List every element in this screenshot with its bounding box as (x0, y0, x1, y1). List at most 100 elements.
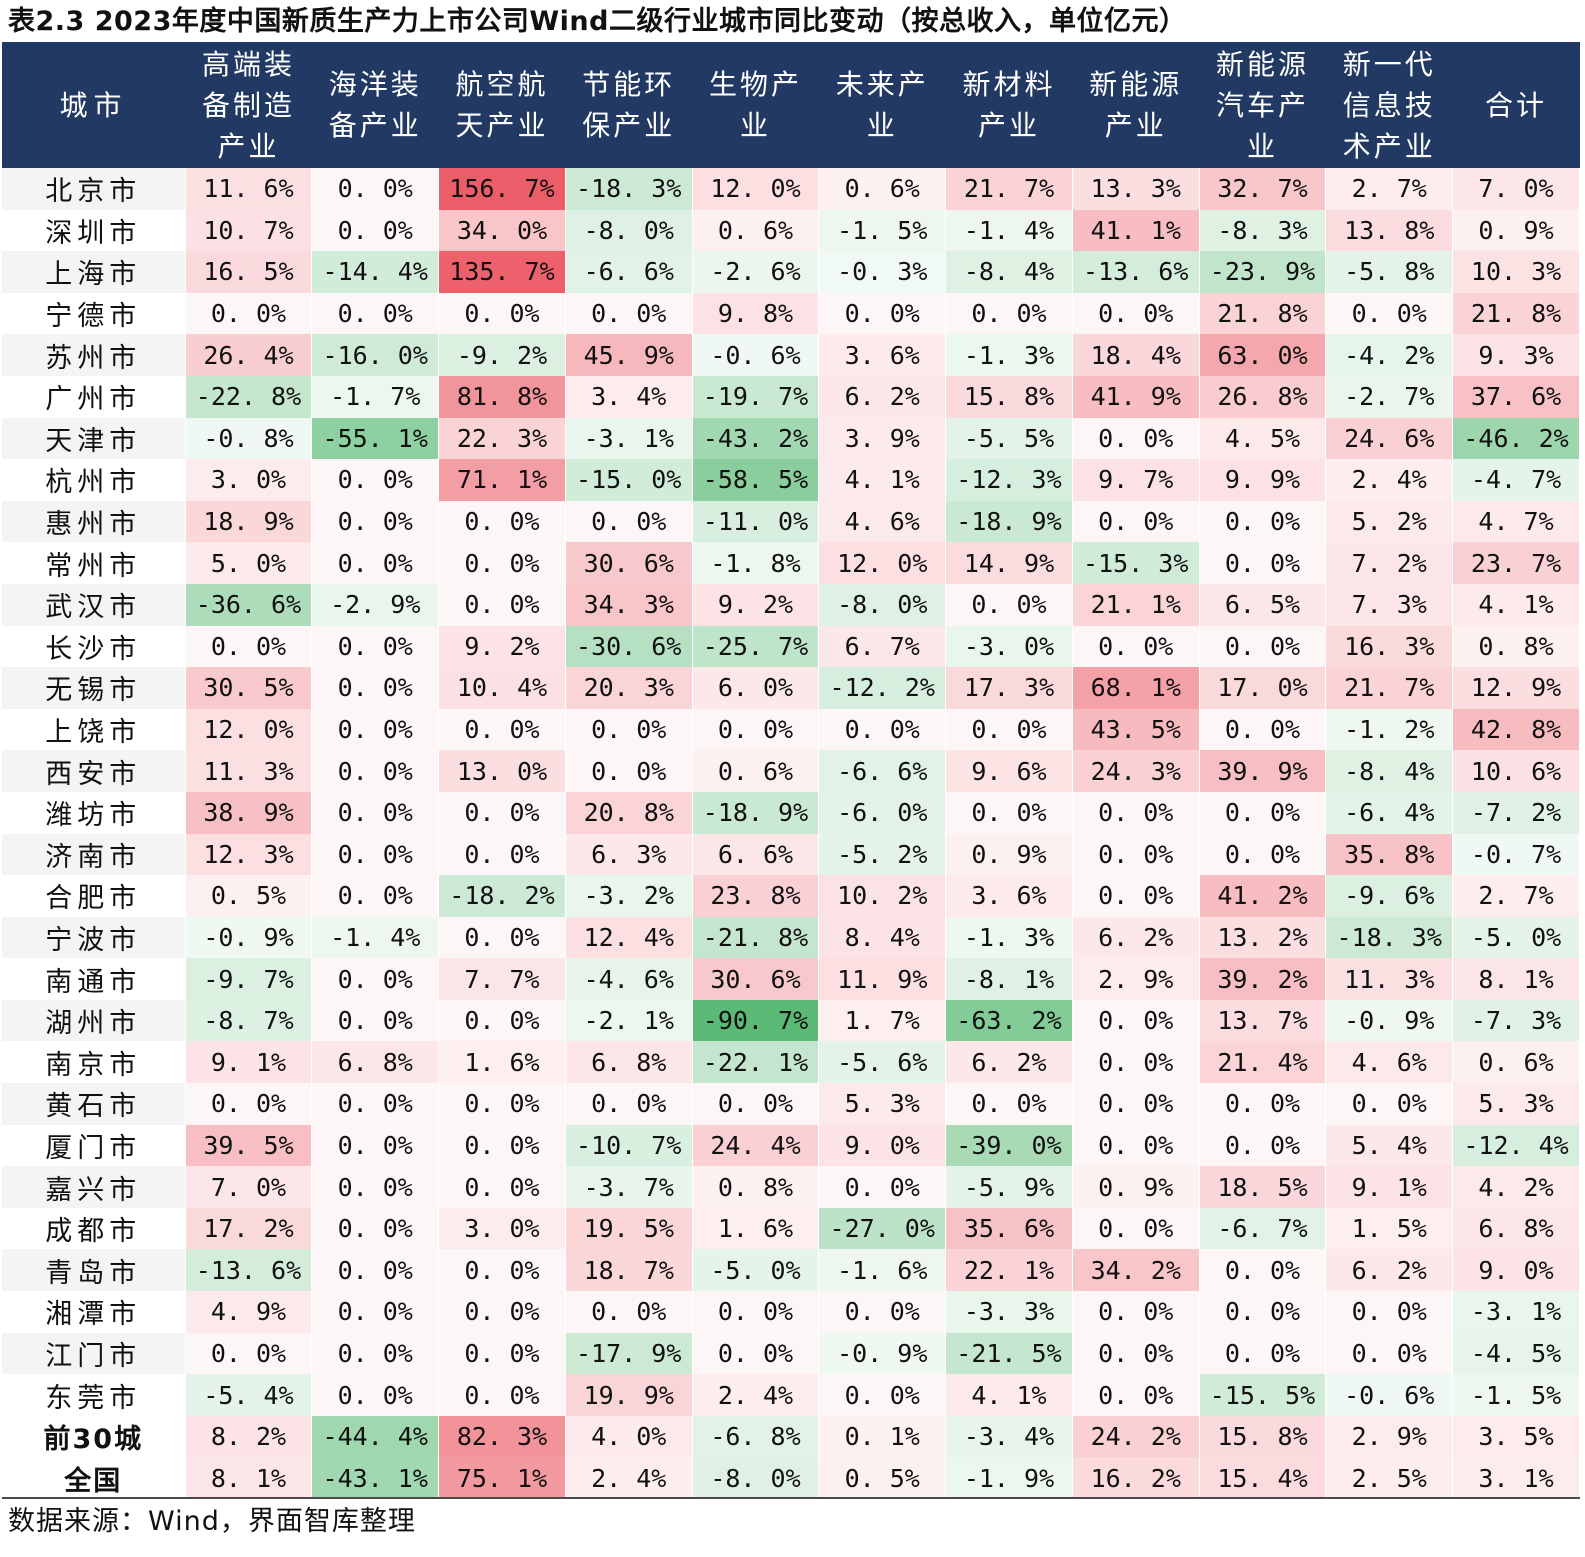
value-cell: 5. 3% (1452, 1083, 1580, 1125)
bottom-rule (2, 1497, 1580, 1499)
column-header-line: 业 (739, 109, 771, 142)
value-cell: -18. 9% (692, 791, 820, 834)
value-cell: 7. 0% (1452, 168, 1580, 210)
value-cell: 12. 4% (565, 916, 693, 959)
value-cell: 18. 4% (1072, 334, 1200, 376)
value-cell: 3. 0% (185, 459, 313, 501)
value-cell: 0. 0% (311, 209, 440, 252)
value-cell: 6. 3% (565, 833, 693, 876)
value-cell: -21. 8% (692, 916, 820, 959)
value-cell: -6. 4% (1325, 791, 1454, 834)
value-cell: 3. 6% (818, 334, 947, 376)
value-cell: 34. 2% (1072, 1249, 1200, 1292)
value-cell: 4. 2% (1452, 1166, 1580, 1208)
value-cell: -16. 0% (311, 334, 440, 376)
value-cell: 9. 3% (1452, 334, 1580, 376)
value-cell: 0. 1% (818, 1415, 947, 1458)
value-cell: -0. 6% (692, 334, 820, 376)
value-cell: 9. 2% (692, 583, 820, 626)
table-row: 南通市 -9. 7% 0. 0% 7. 7% -4. 6% 30. 6% 11. 9% -8.… (2, 958, 1580, 1000)
value-cell: 16. 5% (185, 251, 313, 293)
value-cell: 24. 2% (1072, 1415, 1200, 1458)
value-cell: 19. 9% (565, 1374, 693, 1416)
value-cell: 4. 9% (185, 1291, 313, 1333)
value-cell: 0. 0% (438, 708, 566, 751)
value-cell: 5. 3% (818, 1083, 947, 1125)
value-cell: 11. 3% (1325, 958, 1454, 1000)
value-cell: 13. 3% (1072, 168, 1200, 210)
value-cell: -2. 7% (1325, 375, 1454, 418)
value-cell: 0. 8% (692, 1166, 820, 1208)
value-cell: -1. 5% (1452, 1374, 1580, 1416)
value-cell: 0. 0% (1072, 292, 1200, 335)
value-cell: -11. 0% (692, 500, 820, 543)
value-cell: -4. 6% (565, 958, 693, 1000)
value-cell: 0. 0% (311, 750, 440, 792)
city-label: 湘潭市 (2, 1291, 186, 1333)
city-label: 北京市 (2, 168, 186, 210)
value-cell: 0. 8% (1452, 625, 1580, 668)
value-cell: 0. 0% (1199, 833, 1327, 876)
city-label: 无锡市 (2, 667, 186, 709)
value-cell: 0. 0% (692, 1332, 820, 1375)
value-cell: 0. 0% (438, 500, 566, 543)
value-cell: 2. 7% (1452, 875, 1580, 917)
value-cell: -5. 2% (818, 833, 947, 876)
value-cell: -3. 1% (1452, 1291, 1580, 1333)
value-cell: 0. 0% (1072, 791, 1200, 834)
value-cell: 10. 3% (1452, 251, 1580, 293)
value-cell: 4. 6% (1325, 1041, 1454, 1084)
city-label: 嘉兴市 (2, 1166, 186, 1208)
column-header-line: 节能环 (582, 68, 676, 101)
value-cell: -6. 7% (1199, 1207, 1327, 1250)
value-cell: 0. 0% (565, 1291, 693, 1333)
value-cell: 0. 0% (818, 1291, 947, 1333)
city-label: 南京市 (2, 1041, 186, 1084)
value-cell: 17. 2% (185, 1207, 313, 1250)
value-cell: -5. 9% (945, 1166, 1073, 1208)
value-cell: -3. 3% (945, 1291, 1073, 1333)
value-cell: -36. 6% (185, 583, 313, 626)
value-cell: -0. 8% (185, 417, 313, 460)
column-header: 未来产业 (818, 42, 946, 168)
value-cell: 18. 5% (1199, 1166, 1327, 1208)
header-row: 城市 高端装 备制造 产业 海洋装 备产业 航空航 天产业 节能环 保产业 生物产业未来产业新材料… (2, 42, 1580, 168)
value-cell: 20. 8% (565, 791, 693, 834)
value-cell: 6. 5% (1199, 583, 1327, 626)
value-cell: 35. 6% (945, 1207, 1073, 1250)
value-cell: 32. 7% (1199, 168, 1327, 210)
column-header-line: 新能源 (1215, 47, 1309, 81)
value-cell: 13. 8% (1325, 209, 1454, 252)
value-cell: 3. 1% (1452, 1457, 1580, 1499)
value-cell: 13. 7% (1199, 999, 1327, 1042)
value-cell: 0. 0% (438, 916, 566, 959)
value-cell: 0. 0% (438, 999, 566, 1042)
value-cell: 2. 4% (692, 1374, 820, 1416)
value-cell: 42. 8% (1452, 708, 1580, 751)
column-header: 合计 (1452, 42, 1580, 168)
value-cell: 21. 4% (1199, 1041, 1327, 1084)
table-row: 东莞市 -5. 4% 0. 0% 0. 0% 19. 9% 2. 4% 0. 0% 4. 1%… (2, 1374, 1580, 1416)
value-cell: -3. 1% (565, 417, 693, 460)
value-cell: 135. 7% (438, 251, 566, 293)
city-label: 江门市 (2, 1332, 186, 1375)
value-cell: -15. 5% (1199, 1374, 1327, 1416)
value-cell: 0. 9% (1452, 209, 1580, 252)
value-cell: 41. 2% (1199, 875, 1327, 917)
column-header: 新一代 信息技 术产业 (1325, 42, 1453, 168)
value-cell: 9. 7% (1072, 459, 1200, 501)
table-row: 成都市 17. 2% 0. 0% 3. 0% 19. 5% 1. 6% -27. 0% 35.… (2, 1207, 1580, 1250)
column-header-line: 新材料 (962, 68, 1056, 101)
city-label: 青岛市 (2, 1249, 186, 1292)
value-cell: 17. 3% (945, 667, 1073, 709)
value-cell: 0. 0% (311, 958, 440, 1000)
column-header-line: 新一代 (1342, 47, 1436, 81)
value-cell: 0. 0% (185, 292, 313, 335)
value-cell: 6. 7% (818, 625, 947, 668)
value-cell: 0. 0% (438, 1249, 566, 1292)
column-header: 海洋装 备产业 (311, 42, 439, 168)
city-label: 西安市 (2, 750, 186, 792)
city-label: 长沙市 (2, 625, 186, 668)
value-cell: 4. 6% (818, 500, 947, 543)
city-label: 黄石市 (2, 1083, 186, 1125)
